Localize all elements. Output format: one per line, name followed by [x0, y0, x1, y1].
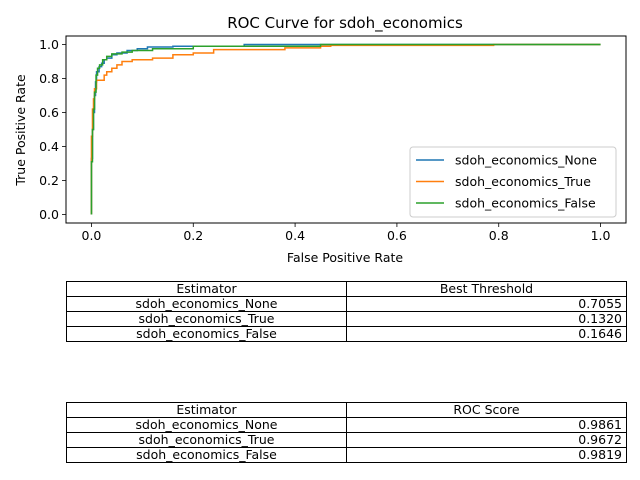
y-axis-label: True Positive Rate [13, 74, 28, 187]
table-row: sdoh_economics_None 0.9861 [66, 417, 627, 433]
estimator-cell: sdoh_economics_None [66, 417, 347, 433]
roc-line-2 [90, 43, 601, 215]
threshold-cell: 0.1320 [346, 311, 627, 327]
threshold-table: Estimator Best Threshold sdoh_economics_… [66, 281, 627, 342]
plot-frame [65, 35, 627, 224]
threshold-cell: 0.7055 [346, 296, 627, 312]
x-tick-label: 1.0 [591, 228, 611, 243]
x-tick-label: 0.6 [387, 228, 407, 243]
table-header-cell: Estimator [66, 281, 347, 297]
table-header-row: Estimator ROC Score [66, 402, 627, 418]
estimator-cell: sdoh_economics_False [66, 326, 347, 342]
table-row: sdoh_economics_None 0.7055 [66, 296, 627, 312]
threshold-cell: 0.1646 [346, 326, 627, 342]
chart-title: ROC Curve for sdoh_economics [227, 14, 463, 33]
table-row: sdoh_economics_True 0.9672 [66, 432, 627, 448]
estimator-cell: sdoh_economics_True [66, 432, 347, 448]
table-row: sdoh_economics_False 0.1646 [66, 326, 627, 342]
table-row: sdoh_economics_True 0.1320 [66, 311, 627, 327]
x-tick-label: 0.2 [183, 228, 203, 243]
x-axis-label: False Positive Rate [287, 250, 403, 265]
table-row: sdoh_economics_False 0.9819 [66, 447, 627, 463]
y-tick-label: 0.2 [39, 173, 59, 188]
roc-chart: ROC Curve for sdoh_economics 0.0 0.2 0.4 0.… [13, 14, 627, 265]
legend-box [409, 146, 617, 218]
score-cell: 0.9819 [346, 447, 627, 463]
legend-label: sdoh_economics_True [455, 174, 591, 189]
table-header-cell: ROC Score [346, 402, 627, 418]
roc-score-table: Estimator ROC Score sdoh_economics_None … [66, 402, 627, 463]
y-tick-label: 1.0 [39, 37, 59, 52]
estimator-cell: sdoh_economics_False [66, 447, 347, 463]
y-tick-label: 0.8 [39, 71, 59, 86]
y-ticks: 0.0 0.2 0.4 0.6 0.8 1.0 [39, 37, 66, 222]
estimator-cell: sdoh_economics_True [66, 311, 347, 327]
x-tick-label: 0.8 [489, 228, 509, 243]
table-header-cell: Best Threshold [346, 281, 627, 297]
x-ticks: 0.0 0.2 0.4 0.6 0.8 1.0 [82, 223, 611, 243]
score-cell: 0.9861 [346, 417, 627, 433]
legend-label: sdoh_economics_None [455, 153, 597, 168]
table-header-cell: Estimator [66, 402, 347, 418]
y-tick-label: 0.0 [39, 207, 59, 222]
plot-lines [90, 43, 601, 215]
x-tick-label: 0.4 [285, 228, 305, 243]
x-tick-label: 0.0 [82, 228, 102, 243]
y-tick-label: 0.6 [39, 105, 59, 120]
estimator-cell: sdoh_economics_None [66, 296, 347, 312]
y-tick-label: 0.4 [39, 139, 59, 154]
legend-label: sdoh_economics_False [455, 196, 596, 211]
table-header-row: Estimator Best Threshold [66, 281, 627, 297]
legend: sdoh_economics_None sdoh_economics_Truesd… [409, 146, 617, 218]
score-cell: 0.9672 [346, 432, 627, 448]
